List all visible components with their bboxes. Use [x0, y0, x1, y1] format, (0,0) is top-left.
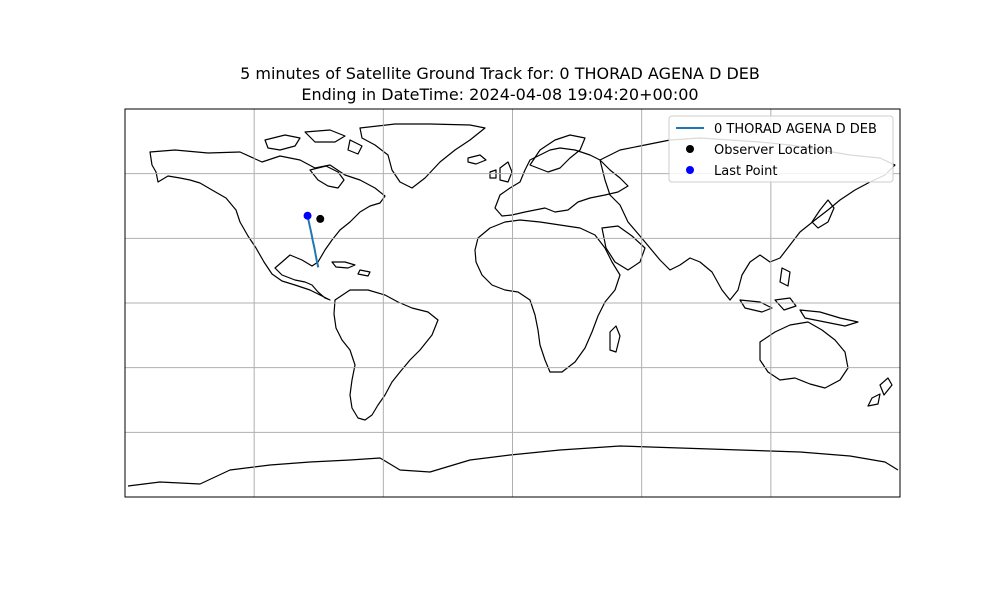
legend-observer-swatch	[686, 145, 694, 153]
british-isles-outline	[489, 161, 513, 183]
europe-outline	[494, 147, 629, 217]
greenland-outline	[359, 123, 486, 189]
southeast-asia-islands-outline	[739, 267, 859, 327]
hudson-bay-outline	[309, 165, 345, 189]
north-america-outline	[149, 149, 386, 301]
antarctica-outline	[127, 445, 899, 487]
satellite-ground-track	[306, 215, 320, 268]
coastlines	[127, 123, 899, 487]
legend-last-point-swatch	[686, 166, 694, 174]
chart-title-line-2: Ending in DateTime: 2024-04-08 19:04:20+…	[301, 85, 699, 104]
map-frame	[124, 108, 901, 498]
iceland-outline	[467, 154, 487, 165]
caribbean-outline	[331, 261, 371, 277]
legend-box	[668, 115, 894, 183]
observer-location-marker	[316, 214, 325, 223]
south-america-outline	[333, 289, 439, 421]
japan-outline	[811, 199, 835, 229]
legend-last-point-label: Last Point	[714, 164, 778, 179]
legend-observer-label: Observer Location	[714, 143, 833, 158]
last-point-marker	[303, 211, 312, 220]
chart-title-line-1: 5 minutes of Satellite Ground Track for:…	[240, 64, 760, 83]
legend-track-label: 0 THORAD AGENA D DEB	[714, 122, 877, 137]
madagascar-outline	[609, 325, 621, 353]
arctic-islands-outline	[264, 129, 363, 155]
australia-outline	[759, 321, 849, 389]
africa-outline	[474, 219, 621, 373]
scandinavia-outline	[529, 134, 586, 173]
legend: 0 THORAD AGENA D DEB Observer Location L…	[668, 115, 894, 183]
arabia-outline	[601, 225, 646, 271]
new-zealand-outline	[867, 377, 893, 407]
